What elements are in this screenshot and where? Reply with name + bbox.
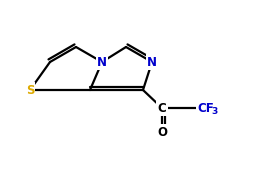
Text: CF: CF [197, 102, 214, 115]
Text: N: N [147, 56, 157, 69]
Text: 3: 3 [211, 107, 217, 115]
Text: O: O [157, 126, 167, 139]
Text: N: N [97, 56, 107, 69]
Text: C: C [158, 102, 166, 115]
Text: S: S [26, 83, 34, 96]
